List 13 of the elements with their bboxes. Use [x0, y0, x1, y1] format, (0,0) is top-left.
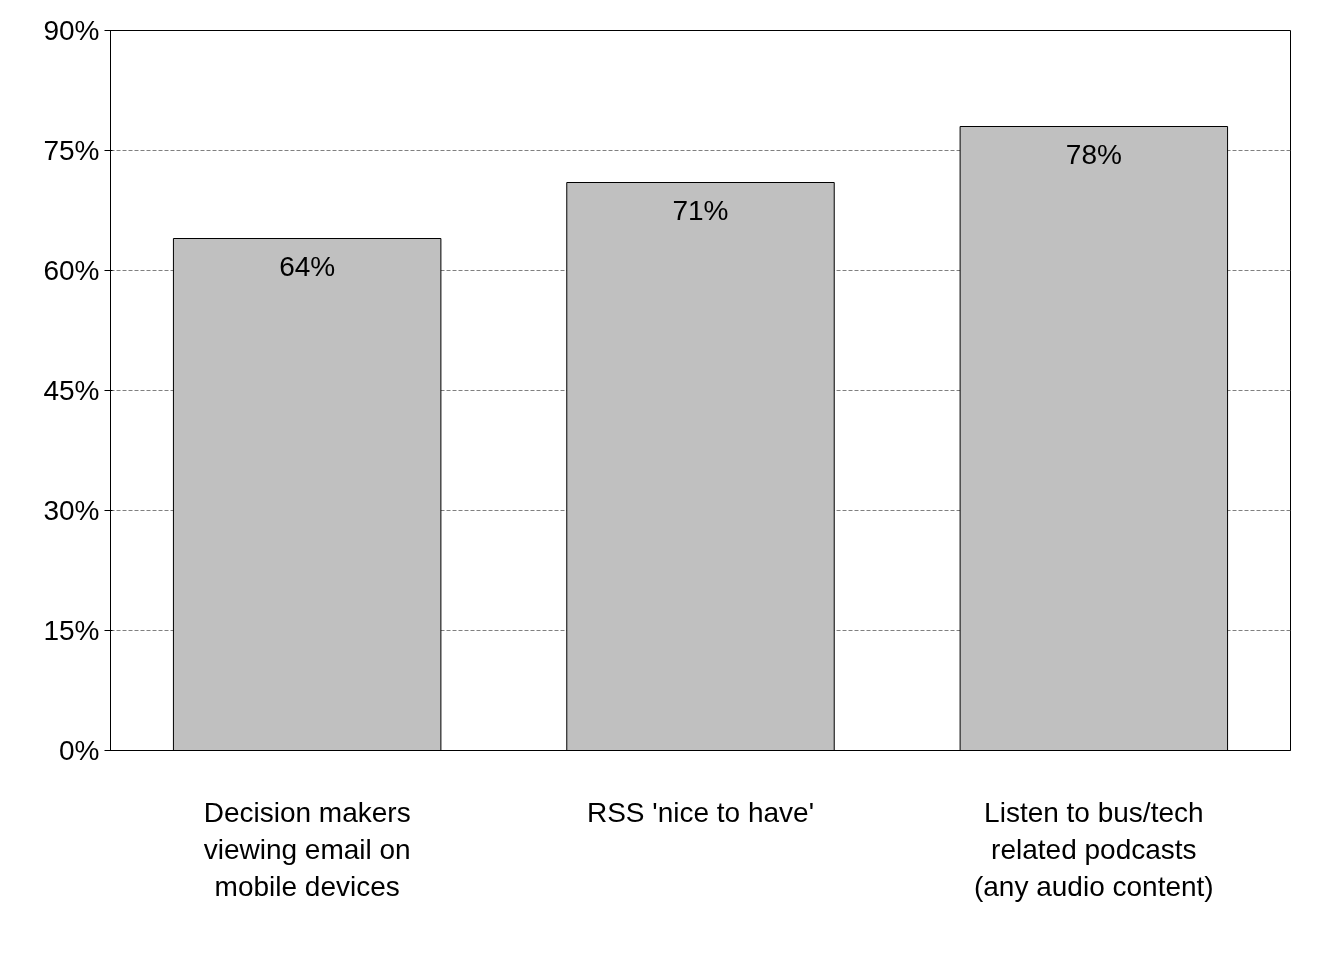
- x-tick-label: Listen to bus/tech related podcasts (any audio content): [973, 796, 1214, 902]
- x-tick-label: RSS 'nice to have': [586, 796, 815, 828]
- y-tick-label: 60%: [43, 255, 100, 286]
- x-tick-label: Decision makers viewing email on mobile devices: [203, 796, 411, 902]
- data-label: 78%: [1065, 138, 1122, 170]
- data-label: 64%: [279, 250, 336, 282]
- y-tick-label: 45%: [43, 375, 100, 406]
- y-tick-label: 30%: [43, 495, 100, 526]
- data-label: 71%: [672, 194, 729, 226]
- y-tick-label: 75%: [43, 135, 100, 166]
- y-tick-label: 15%: [43, 615, 100, 646]
- y-tick-label: 90%: [43, 15, 100, 46]
- y-tick-label: 0%: [59, 735, 100, 766]
